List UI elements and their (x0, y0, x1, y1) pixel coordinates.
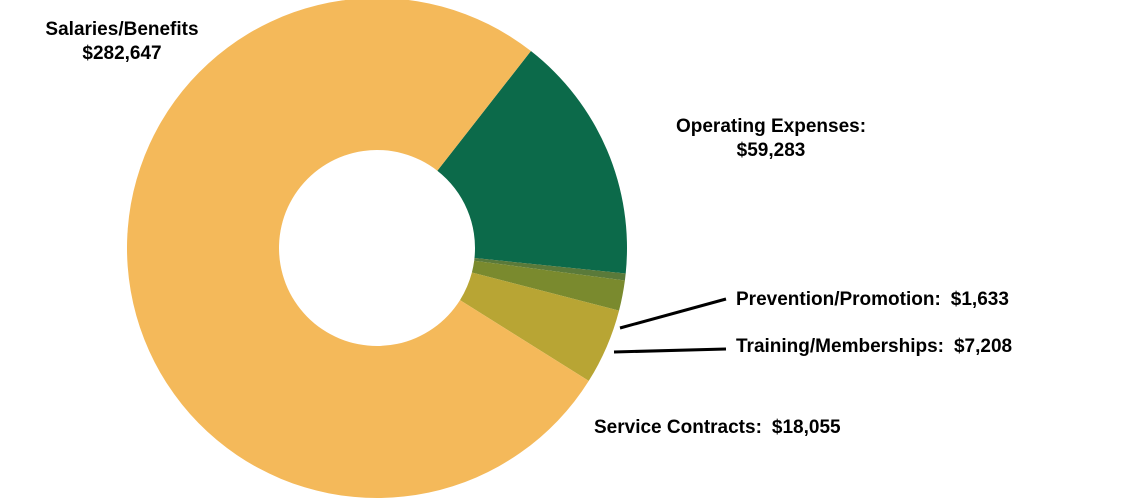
data-label-operating-expenses: Operating Expenses: $59,283 (636, 115, 906, 163)
slices-group (127, 0, 627, 498)
data-label-prevention-promotion: Prevention/Promotion: $1,633 (736, 288, 1009, 312)
leader-lines (613, 297, 727, 354)
data-label-training-memberships: Training/Memberships: $7,208 (736, 335, 1012, 359)
data-label-salaries-benefits: Salaries/Benefits $282,647 (6, 18, 238, 66)
slice-name-service-contracts: Service Contracts: (594, 417, 762, 438)
slice-name-operating-expenses: Operating Expenses: (675, 116, 867, 137)
slice-prevention-promotion (474, 258, 626, 281)
slice-name-prevention-promotion: Prevention/Promotion: (736, 289, 941, 310)
slice-training-memberships (471, 260, 625, 311)
leader-line-training (613, 347, 727, 354)
slice-value-training-memberships: $7,208 (953, 336, 1013, 357)
slice-salaries-benefits (127, 0, 589, 498)
slice-value-service-contracts: $18,055 (771, 417, 841, 438)
slice-value-salaries-benefits: $282,647 (82, 43, 162, 64)
slice-service-contracts (460, 272, 620, 381)
slice-operating-expenses (437, 50, 627, 274)
slice-value-prevention-promotion: $1,633 (950, 289, 1009, 310)
data-label-service-contracts: Service Contracts: $18,055 (594, 416, 841, 440)
slice-name-training-memberships: Training/Memberships: (736, 336, 944, 357)
slice-name-salaries-benefits: Salaries/Benefits (45, 19, 199, 40)
slice-value-operating-expenses: $59,283 (736, 140, 806, 161)
leader-line-prevention (619, 297, 727, 330)
